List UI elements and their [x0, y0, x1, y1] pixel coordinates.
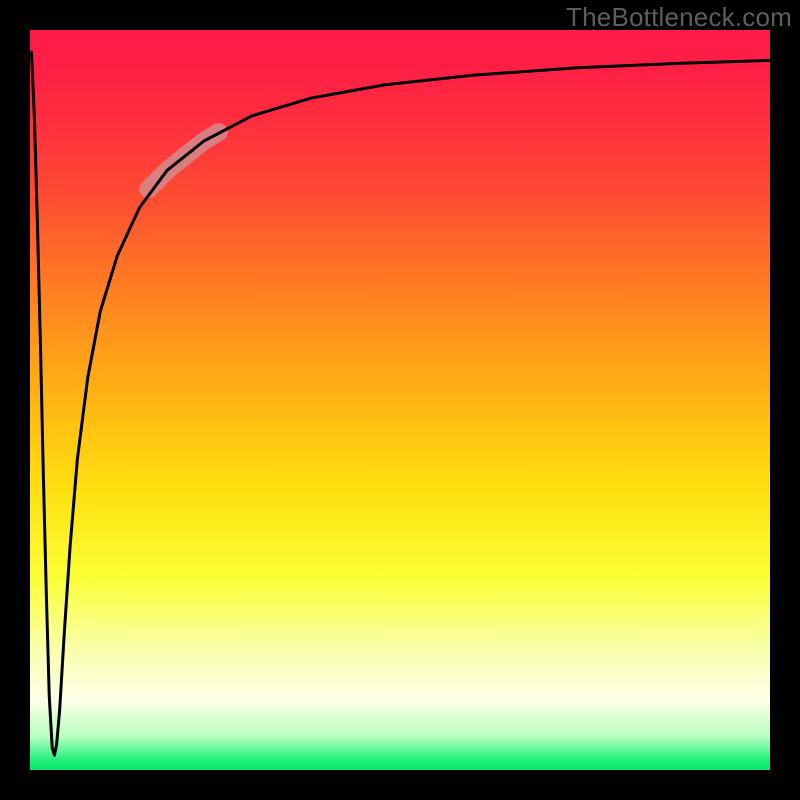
chart-svg — [0, 0, 800, 800]
plot-background — [30, 30, 770, 770]
chart-stage: TheBottleneck.com — [0, 0, 800, 800]
